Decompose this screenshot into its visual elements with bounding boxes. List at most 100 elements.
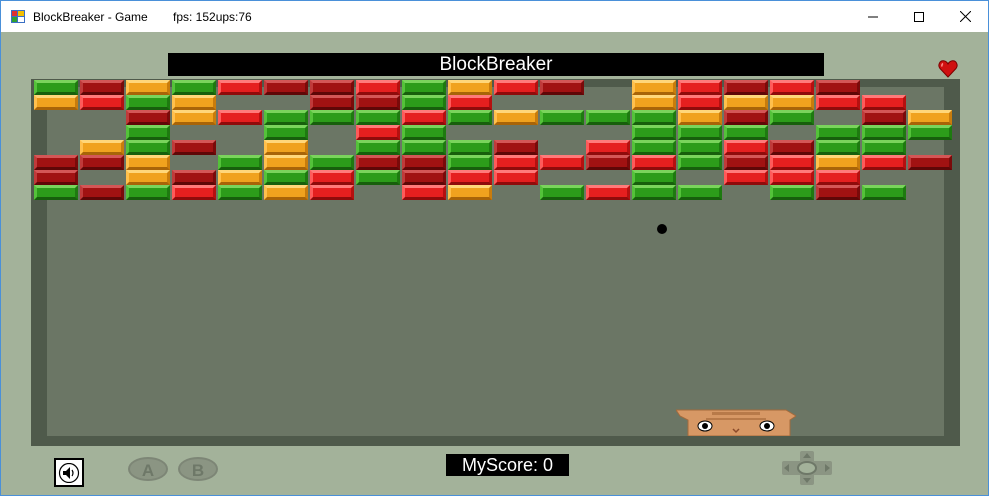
control-bar: A B MyScore: 0 [1, 446, 988, 495]
brick [448, 95, 492, 110]
brick [862, 110, 906, 125]
brick [402, 80, 446, 95]
a-button[interactable]: A [128, 457, 168, 481]
speaker-icon [58, 462, 80, 483]
brick [172, 170, 216, 185]
brick [356, 170, 400, 185]
brick [448, 110, 492, 125]
brick [586, 140, 630, 155]
brick [816, 125, 860, 140]
title-bar[interactable]: BlockBreaker - Game fps: 152ups:76 [1, 1, 988, 32]
brick [908, 110, 952, 125]
brick [264, 80, 308, 95]
brick [862, 155, 906, 170]
brick [356, 125, 400, 140]
brick [218, 110, 262, 125]
brick [770, 185, 814, 200]
brick [770, 110, 814, 125]
brick [126, 155, 170, 170]
fps-counter: fps: 152ups:76 [173, 10, 252, 24]
brick [816, 170, 860, 185]
brick [34, 170, 78, 185]
brick [724, 170, 768, 185]
brick [678, 110, 722, 125]
brick [540, 80, 584, 95]
brick [448, 170, 492, 185]
brick [494, 155, 538, 170]
brick [770, 155, 814, 170]
brick [172, 95, 216, 110]
brick [80, 155, 124, 170]
brick [80, 140, 124, 155]
brick [34, 80, 78, 95]
brick [632, 95, 676, 110]
brick [540, 185, 584, 200]
brick [402, 170, 446, 185]
app-icon [11, 10, 25, 23]
brick [494, 80, 538, 95]
brick [908, 125, 952, 140]
score-display: MyScore: 0 [446, 454, 569, 476]
brick [34, 155, 78, 170]
brick [264, 185, 308, 200]
brick [540, 110, 584, 125]
brick [632, 140, 676, 155]
brick [448, 185, 492, 200]
brick [724, 140, 768, 155]
brick [172, 110, 216, 125]
brick [908, 155, 952, 170]
brick [218, 80, 262, 95]
brick [678, 80, 722, 95]
b-button[interactable]: B [178, 457, 218, 481]
brick [816, 80, 860, 95]
playfield-border [31, 79, 960, 446]
brick [448, 155, 492, 170]
brick [126, 80, 170, 95]
brick [724, 125, 768, 140]
brick [816, 95, 860, 110]
brick [126, 110, 170, 125]
brick [34, 185, 78, 200]
brick [632, 185, 676, 200]
brick [632, 110, 676, 125]
maximize-button[interactable] [896, 1, 942, 32]
brick [724, 80, 768, 95]
brick [310, 80, 354, 95]
close-button[interactable] [942, 1, 988, 32]
brick [678, 95, 722, 110]
brick [356, 95, 400, 110]
brick [402, 140, 446, 155]
brick [678, 155, 722, 170]
game-title: BlockBreaker [168, 53, 824, 76]
brick [770, 80, 814, 95]
brick [816, 140, 860, 155]
brick [678, 185, 722, 200]
brick [126, 125, 170, 140]
brick [218, 155, 262, 170]
brick [80, 185, 124, 200]
brick [816, 185, 860, 200]
close-icon [959, 11, 971, 22]
brick [264, 155, 308, 170]
brick [310, 185, 354, 200]
brick [770, 140, 814, 155]
brick [862, 185, 906, 200]
brick [126, 95, 170, 110]
dpad-icon[interactable] [782, 451, 832, 485]
brick [448, 140, 492, 155]
brick [724, 110, 768, 125]
brick-wall [34, 80, 958, 205]
brick [218, 170, 262, 185]
brick [632, 125, 676, 140]
minimize-button[interactable] [850, 1, 896, 32]
brick [402, 110, 446, 125]
window-title: BlockBreaker - Game [33, 10, 148, 24]
paddle[interactable] [676, 408, 796, 436]
brick [356, 140, 400, 155]
brick [632, 170, 676, 185]
brick [494, 170, 538, 185]
sound-button[interactable] [54, 458, 84, 487]
minimize-icon [868, 16, 878, 17]
brick [310, 170, 354, 185]
